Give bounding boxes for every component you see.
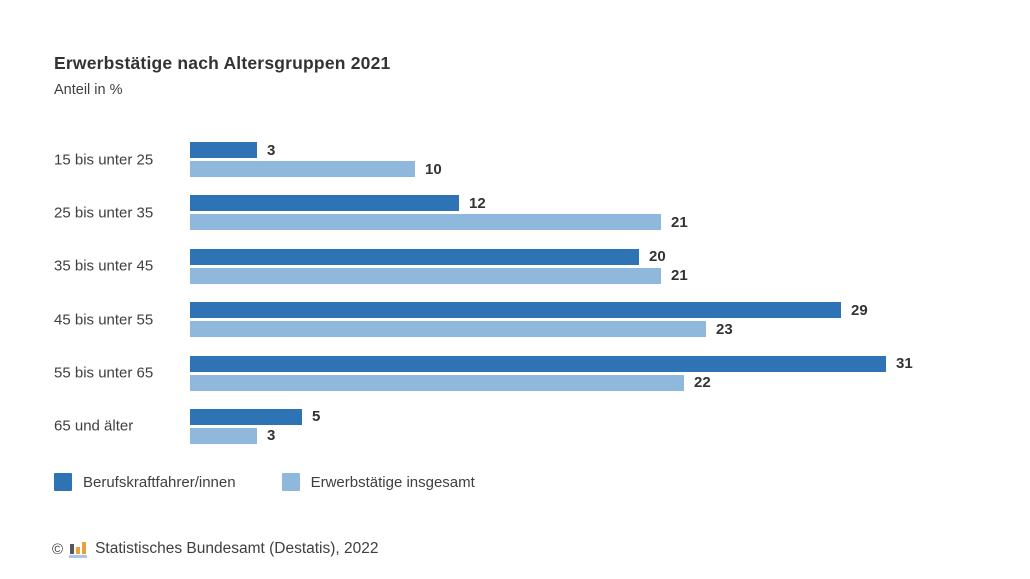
bar-erwerbstaetige <box>190 267 661 284</box>
value-label: 22 <box>694 374 711 392</box>
legend-swatch-light <box>281 473 300 491</box>
bar-line: 21 <box>190 213 688 231</box>
legend-swatch-dark <box>54 473 72 491</box>
category-label: 65 und älter <box>54 417 134 435</box>
bar-line: 21 <box>190 267 688 285</box>
bar-line: 20 <box>190 248 688 266</box>
bar-berufskraftfahrer <box>190 248 639 265</box>
chart-row: 35 bis unter 45 20 21 <box>0 248 1030 287</box>
bar-group: 20 21 <box>190 248 688 287</box>
bar-group: 29 23 <box>190 302 868 340</box>
source-footer: © Statistisches Bundesamt (Destatis), 20… <box>52 540 379 558</box>
chart-title: Erwerbstätige nach Altersgruppen 2021 <box>54 53 391 73</box>
bar-berufskraftfahrer <box>190 408 302 425</box>
bar-line: 22 <box>190 374 913 392</box>
category-label: 45 bis unter 55 <box>54 311 154 329</box>
bar-erwerbstaetige <box>190 161 415 177</box>
chart-row: 25 bis unter 35 12 21 <box>0 195 1030 233</box>
bar-berufskraftfahrer <box>190 195 459 212</box>
chart-legend: Berufskraftfahrer/innen Erwerbstätige in… <box>54 473 475 491</box>
bar-erwerbstaetige <box>190 427 257 444</box>
chart-row: 55 bis unter 65 31 22 <box>0 355 1030 394</box>
bar-group: 12 21 <box>190 195 688 233</box>
value-label: 3 <box>267 427 276 445</box>
chart-row: 65 und älter 5 3 <box>0 408 1030 447</box>
legend-label: Erwerbstätige insgesamt <box>310 473 475 491</box>
bar-line: 5 <box>190 408 321 426</box>
source-text: Statistisches Bundesamt (Destatis), 2022 <box>95 540 379 557</box>
value-label: 5 <box>312 408 321 426</box>
legend-label: Berufskraftfahrer/innen <box>83 473 236 491</box>
value-label: 21 <box>671 267 688 285</box>
bar-berufskraftfahrer <box>190 355 886 372</box>
legend-item-erwerbstaetige: Erwerbstätige insgesamt <box>281 473 475 491</box>
value-label: 29 <box>851 301 868 319</box>
bar-line: 3 <box>190 427 320 445</box>
bar-berufskraftfahrer <box>190 142 257 158</box>
bar-line: 31 <box>190 355 913 373</box>
value-label: 10 <box>425 160 442 178</box>
category-label: 35 bis unter 45 <box>54 257 154 275</box>
category-label: 25 bis unter 35 <box>54 204 154 222</box>
chart-subtitle: Anteil in % <box>54 82 123 98</box>
value-label: 12 <box>469 194 486 212</box>
bar-line: 29 <box>190 301 868 319</box>
bar-erwerbstaetige <box>190 374 684 391</box>
bar-line: 10 <box>190 160 442 178</box>
bar-berufskraftfahrer <box>190 302 841 319</box>
chart-row: 15 bis unter 25 3 10 <box>0 142 1030 180</box>
bar-line: 3 <box>190 141 442 159</box>
copyright-symbol: © <box>52 540 64 558</box>
value-label: 20 <box>649 248 666 266</box>
bar-line: 23 <box>190 320 868 338</box>
value-label: 3 <box>267 141 276 159</box>
bar-erwerbstaetige <box>190 214 661 231</box>
destatis-bar-chart-icon <box>69 541 89 558</box>
value-label: 31 <box>896 355 913 373</box>
bar-group: 3 10 <box>190 142 442 180</box>
legend-item-berufskraftfahrer: Berufskraftfahrer/innen <box>54 473 236 491</box>
chart-row: 45 bis unter 55 29 23 <box>0 302 1030 340</box>
bar-group: 31 22 <box>190 355 913 394</box>
value-label: 23 <box>716 320 733 338</box>
bar-rows: 15 bis unter 25 3 10 25 bis unter 35 12 21 35 … <box>0 142 1030 462</box>
bar-line: 12 <box>190 194 688 212</box>
value-label: 21 <box>671 213 688 231</box>
chart-header: Erwerbstätige nach Altersgruppen 2021 An… <box>54 53 390 98</box>
category-label: 55 bis unter 65 <box>54 364 154 382</box>
bar-erwerbstaetige <box>190 321 706 338</box>
category-label: 15 bis unter 25 <box>54 151 154 168</box>
